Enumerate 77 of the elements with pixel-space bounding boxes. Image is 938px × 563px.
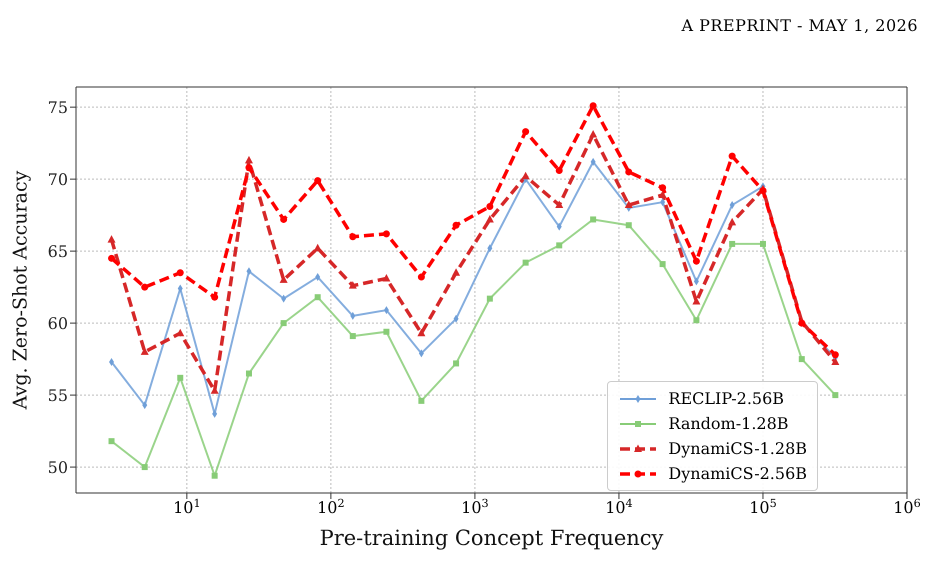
point — [244, 156, 253, 164]
point — [211, 294, 218, 301]
y-tick-label: 50 — [48, 458, 68, 477]
point — [728, 152, 736, 160]
point — [140, 347, 149, 355]
point — [176, 269, 184, 276]
point — [626, 222, 632, 228]
point — [350, 333, 356, 340]
point — [590, 216, 596, 222]
point — [417, 328, 426, 336]
point — [832, 351, 839, 358]
x-tick-label: 10$^{5}$ — [749, 496, 777, 517]
point — [141, 284, 148, 291]
point — [589, 130, 598, 138]
x-tick-label: 10$^{4}$ — [605, 496, 633, 517]
point — [314, 177, 322, 184]
point — [280, 216, 288, 223]
point — [452, 268, 460, 276]
point — [798, 356, 805, 362]
point — [831, 357, 840, 365]
legend-label: DynamiCS-1.28B — [668, 439, 807, 458]
y-tick-label: 60 — [48, 314, 68, 333]
text: A PREPRINT - MAY 1, 2026 — [681, 16, 918, 35]
y-tick-label: 55 — [48, 386, 68, 405]
point — [522, 128, 530, 136]
point — [522, 260, 529, 266]
point — [108, 235, 116, 243]
point — [349, 233, 356, 240]
y-tick-label: 70 — [48, 170, 68, 189]
point — [692, 258, 700, 265]
point — [556, 242, 562, 248]
point — [692, 297, 700, 305]
point — [280, 275, 288, 283]
x-tick-label: 10$^{6}$ — [893, 496, 921, 517]
point — [522, 172, 530, 180]
x-tick-label: 10$^{3}$ — [461, 496, 489, 517]
point — [382, 230, 390, 238]
point — [452, 222, 460, 229]
x-tick-label: 10$^{2}$ — [317, 496, 345, 517]
point — [418, 274, 425, 281]
point — [245, 164, 252, 172]
point — [486, 202, 494, 210]
y-tick-label: 75 — [48, 98, 68, 117]
x-axis-title: Pre-training Concept Frequency — [320, 526, 664, 550]
point — [382, 274, 390, 282]
point — [246, 370, 252, 377]
point — [832, 392, 838, 398]
point — [486, 214, 494, 222]
point — [486, 296, 493, 302]
y-axis-title: Avg. Zero-Shot Accuracy — [10, 170, 32, 410]
legend-label: DynamiCS-2.56B — [668, 464, 807, 483]
point — [625, 168, 632, 176]
point — [314, 294, 321, 300]
point — [177, 374, 184, 381]
point — [660, 261, 666, 268]
legend-label: Random-1.28B — [668, 414, 789, 433]
point — [108, 254, 116, 262]
point — [280, 320, 287, 326]
point — [659, 184, 666, 192]
point — [212, 472, 218, 479]
point — [729, 240, 736, 247]
point — [555, 200, 564, 208]
point — [658, 190, 667, 198]
point — [590, 102, 597, 110]
point — [693, 317, 700, 324]
point — [142, 464, 148, 470]
y-tick-label: 65 — [48, 242, 68, 261]
x-tick-label: 10$^{1}$ — [173, 496, 201, 517]
point — [383, 328, 390, 335]
point — [556, 167, 563, 174]
point — [348, 281, 357, 289]
point — [108, 438, 115, 444]
point — [624, 200, 633, 208]
point — [418, 398, 424, 404]
point — [453, 360, 460, 366]
point — [728, 218, 736, 226]
legend-label: RECLIP-2.56B — [668, 389, 784, 408]
